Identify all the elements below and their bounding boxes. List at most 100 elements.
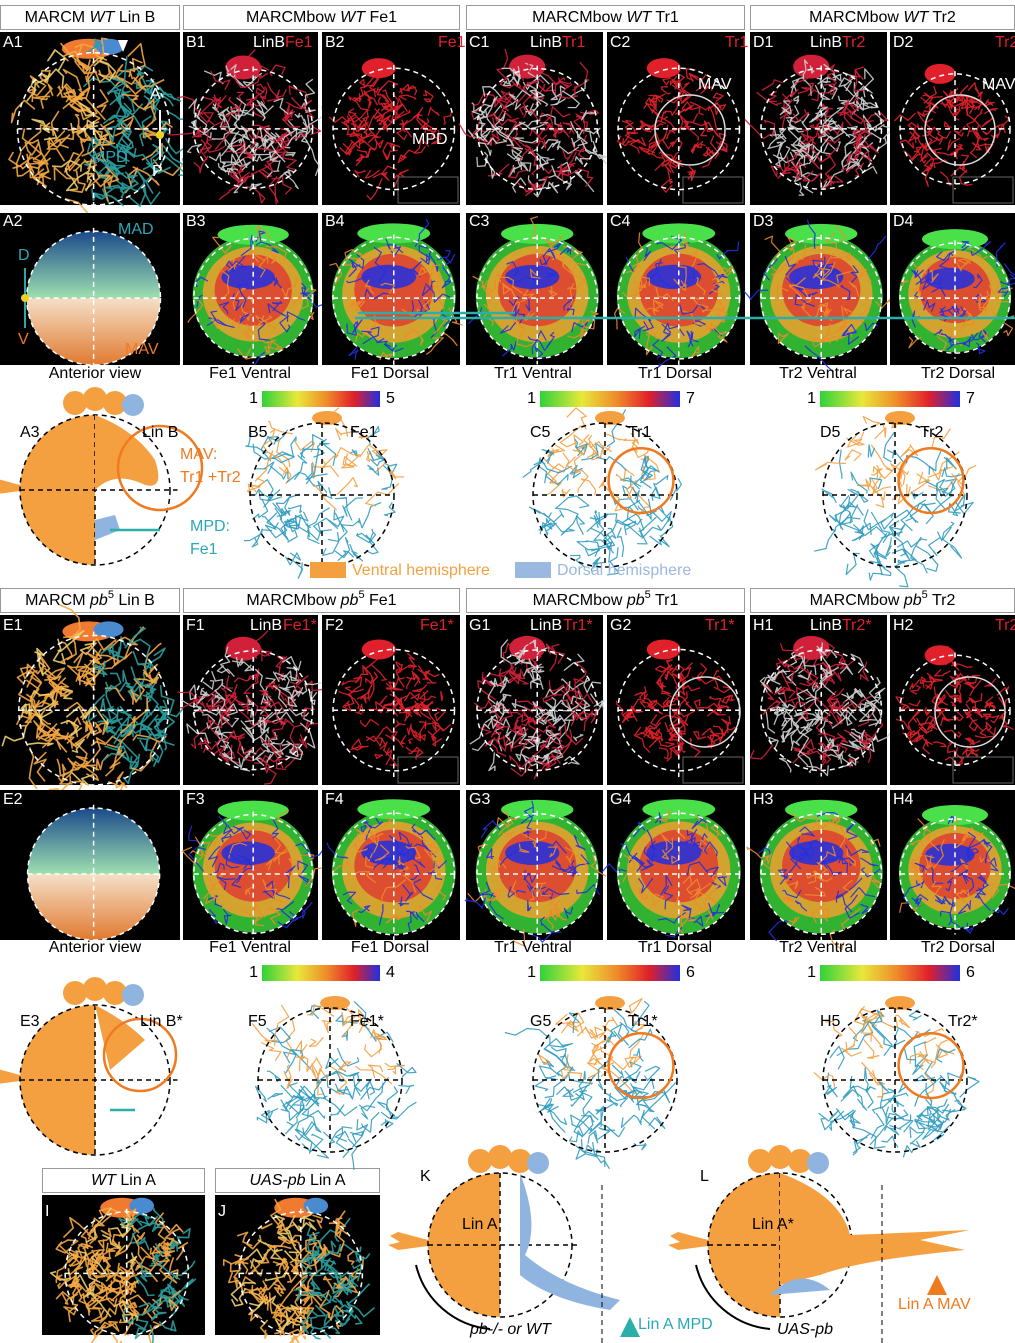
panel-label: B4 <box>325 213 345 230</box>
header-part: MARCMbow <box>246 592 340 609</box>
mav-projection <box>95 1005 145 1070</box>
annotation: LinB <box>250 617 282 634</box>
panel-label: A3 <box>20 424 40 441</box>
header-part: MARCM <box>25 592 90 609</box>
header-text: WT Lin A <box>91 1172 156 1189</box>
soma-cluster <box>83 387 107 411</box>
header-part: MARCM <box>25 9 90 26</box>
panel-label: F3 <box>186 791 205 808</box>
neurite <box>313 484 336 510</box>
neurite <box>286 1118 298 1133</box>
annotation: Tr2 <box>920 424 944 441</box>
neurite <box>864 1035 883 1048</box>
neurite <box>898 560 914 563</box>
image-panel <box>322 615 460 785</box>
soma-cluster <box>748 1149 772 1173</box>
neurite <box>654 476 668 496</box>
image-panel <box>607 32 745 205</box>
neurite <box>397 1063 417 1077</box>
header-part: WT <box>340 9 366 26</box>
annotation: MPD <box>92 149 128 166</box>
cell-bodies <box>303 1198 328 1214</box>
annotation: Fe1* <box>283 617 317 634</box>
header-text: MARCM WT Lin B <box>25 9 156 26</box>
annotation: Lin A <box>462 1216 498 1233</box>
neurite <box>938 522 954 541</box>
header-text: MARCM pb5 Lin B <box>25 589 155 609</box>
neurite <box>607 434 626 440</box>
neurite <box>865 1068 869 1093</box>
panel-label: H3 <box>753 791 774 808</box>
header-part: Fe1 <box>365 9 397 26</box>
annotation: MPD <box>412 131 448 148</box>
header-part: WT <box>91 1172 117 1189</box>
annotation: UAS-pb <box>777 1321 833 1338</box>
panel-label: F1 <box>186 617 205 634</box>
neurite <box>387 1087 398 1117</box>
axon-tuft <box>388 1232 428 1250</box>
soma-cluster <box>63 391 87 415</box>
panel-label: D3 <box>753 213 774 230</box>
annotation: Tr1 <box>725 34 749 51</box>
annotation: LinB <box>810 617 842 634</box>
caption: Tr1 Dorsal <box>638 365 712 382</box>
header-text: MARCMbow WT Fe1 <box>246 9 397 26</box>
heat-layer <box>789 841 843 865</box>
header-part: WT <box>90 9 116 26</box>
soma-cluster <box>122 394 144 416</box>
neurite <box>354 1079 371 1096</box>
annotation: V <box>18 331 29 348</box>
neurite <box>918 1038 936 1057</box>
neurite <box>388 467 404 479</box>
colorbar-max: 5 <box>386 390 395 407</box>
annotation: Tr1* <box>563 617 593 634</box>
panel-label: H4 <box>893 791 914 808</box>
header-text: MARCMbow pb5 Tr2 <box>810 589 956 609</box>
soma-cluster <box>63 981 87 1005</box>
neurite <box>650 535 669 546</box>
neurite <box>393 1065 405 1074</box>
caption: Fe1 Ventral <box>209 939 291 956</box>
neurite <box>577 516 585 535</box>
neurite <box>863 416 880 427</box>
heat-layer <box>361 265 416 289</box>
annotation: MPD: <box>190 518 230 535</box>
panel-label: H5 <box>820 1013 841 1030</box>
panel-label: C2 <box>610 34 631 51</box>
axon-tuft <box>0 477 20 495</box>
panel-label: D2 <box>893 34 914 51</box>
annotation: Fe1 <box>438 34 466 51</box>
colorbar-min: 1 <box>807 390 816 407</box>
mpd-projection <box>520 1173 620 1310</box>
header-text: MARCMbow pb5 Fe1 <box>246 589 396 609</box>
neurite <box>336 429 351 440</box>
neurite <box>337 478 358 495</box>
colorbar-min: 1 <box>807 964 816 981</box>
neurite <box>350 544 363 561</box>
header-part: pb <box>626 592 645 609</box>
annotation: Tr1* <box>705 617 735 634</box>
panel-label: C3 <box>469 213 490 230</box>
neurite <box>617 469 635 482</box>
header-part: MARCMbow <box>533 592 627 609</box>
neurite <box>359 503 381 528</box>
heat-layer <box>922 805 988 825</box>
neurite <box>287 472 324 486</box>
annotation: Tr1 <box>628 424 652 441</box>
annotation: Fe1 <box>350 424 378 441</box>
caption: Anterior view <box>49 365 142 382</box>
neurite <box>816 462 847 470</box>
neurite <box>321 456 338 472</box>
header-text: MARCMbow pb5 Tr1 <box>533 589 679 609</box>
panel-label: D1 <box>753 34 774 51</box>
neurite <box>942 468 963 477</box>
panel-label: E3 <box>20 1013 40 1030</box>
panel-label: A2 <box>3 213 23 230</box>
annotation: Tr1 <box>562 34 586 51</box>
colorbar <box>262 965 380 981</box>
neurite <box>617 528 623 557</box>
soma-cluster <box>83 977 107 1001</box>
annotation: pb-/- or WT <box>469 1321 552 1338</box>
annotation: Tr1* <box>628 1013 658 1030</box>
panel-label: C5 <box>530 424 551 441</box>
